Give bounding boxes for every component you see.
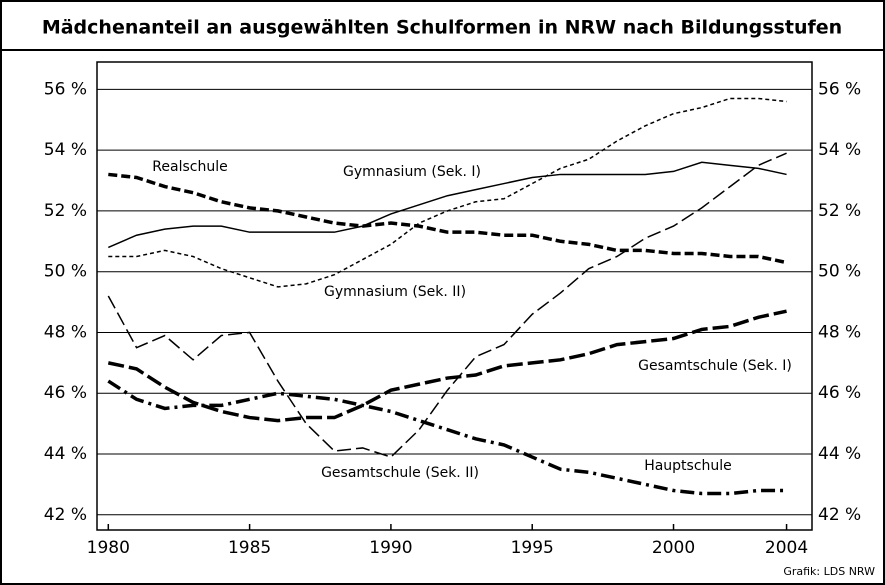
y-tick-label: 46 % xyxy=(44,383,87,403)
x-tick-label: 2004 xyxy=(765,538,808,558)
plot-frame xyxy=(96,61,813,531)
chart-title: Mädchenanteil an ausgewählten Schulforme… xyxy=(42,17,842,39)
x-tick-label: 1985 xyxy=(228,538,271,558)
x-tick-label: 1980 xyxy=(87,538,130,558)
y-tick-label: 50 % xyxy=(44,262,87,282)
series-line xyxy=(108,172,787,265)
series-line xyxy=(107,379,787,496)
series-line xyxy=(107,152,787,458)
series-line xyxy=(107,309,787,423)
series-label: Realschule xyxy=(152,159,227,175)
y2-tick-label: 48 % xyxy=(818,322,861,342)
y2-tick-label: 56 % xyxy=(818,79,861,99)
x-tick-label: 2000 xyxy=(652,538,695,558)
series-label: Hauptschule xyxy=(644,458,732,474)
y2-tick-label: 54 % xyxy=(818,140,861,160)
y-tick-label: 44 % xyxy=(44,444,87,464)
x-tick-label: 1990 xyxy=(369,538,412,558)
y2-tick-label: 52 % xyxy=(818,201,861,221)
y-tick-label: 48 % xyxy=(44,322,87,342)
series-label: Gymnasium (Sek. I) xyxy=(343,164,481,180)
y2-tick-label: 46 % xyxy=(818,383,861,403)
y2-tick-label: 42 % xyxy=(818,505,861,525)
series-label: Gesamtschule (Sek. I) xyxy=(638,358,792,374)
series-line xyxy=(108,97,787,288)
series-label: Gymnasium (Sek. II) xyxy=(324,284,466,300)
y-tick-label: 56 % xyxy=(44,79,87,99)
series-label: Gesamtschule (Sek. II) xyxy=(321,465,479,481)
source: Grafik: LDS NRW xyxy=(783,565,875,578)
y2-tick-label: 44 % xyxy=(818,444,861,464)
series-line xyxy=(108,161,787,249)
y-tick-label: 54 % xyxy=(44,140,87,160)
y-tick-label: 52 % xyxy=(44,201,87,221)
y-tick-label: 42 % xyxy=(44,505,87,525)
y2-tick-label: 50 % xyxy=(818,262,861,282)
x-tick-label: 1995 xyxy=(511,538,554,558)
